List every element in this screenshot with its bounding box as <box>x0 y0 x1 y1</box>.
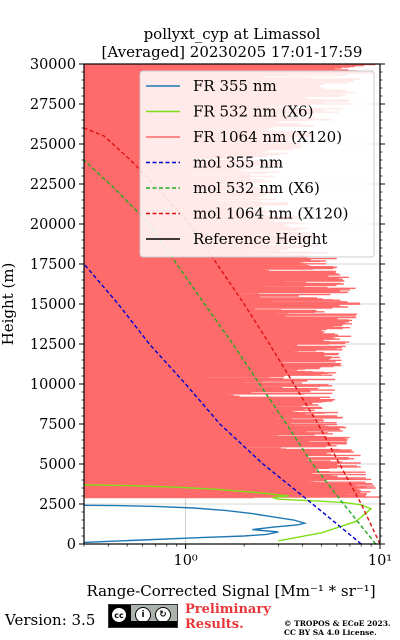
legend-box <box>139 70 375 258</box>
chart-subtitle: [Averaged] 20230205 17:01-17:59 <box>102 43 363 61</box>
x-axis-label: Range-Corrected Signal [Mm⁻¹ * sr⁻¹] <box>86 582 375 600</box>
series-line-5 <box>84 127 380 544</box>
copyright-line1: © TROPOS & ECoE 2023. <box>284 619 391 628</box>
y-tick-label: 22500 <box>30 177 76 193</box>
x-axis-ticks: 10⁰ 10¹ <box>83 544 392 569</box>
legend-label-0: FR 355 nm <box>193 77 277 95</box>
y-tick-label: 27500 <box>30 97 76 113</box>
legend: FR 355 nm FR 532 nm (X6) FR 1064 nm (X120)… <box>139 70 375 258</box>
y-tick-label: 17500 <box>30 257 76 273</box>
y-axis-ticks: 0 2500 5000 7500 10000 12500 15000 17500 20000 22… <box>30 57 385 553</box>
legend-label-2: FR 1064 nm (X120) <box>193 128 342 146</box>
y-tick-label: 2500 <box>39 497 76 513</box>
series-line-1 <box>84 484 373 542</box>
series-line-4 <box>84 159 377 544</box>
chart-title: pollyxt_cyp at Limassol <box>144 25 321 43</box>
y-axis-label: Height (m) <box>0 263 17 346</box>
y-tick-label: 12500 <box>30 337 76 353</box>
x-tick-label: 10⁰ <box>173 553 197 569</box>
copyright-note: © TROPOS & ECoE 2023. CC BY SA 4.0 Licen… <box>284 619 391 637</box>
y-tick-label: 25000 <box>30 137 76 153</box>
cc-license-badge: cc i ↻ <box>108 604 178 628</box>
y-tick-label: 5000 <box>39 457 76 473</box>
series-line-3 <box>84 263 362 544</box>
series-lines <box>84 127 380 544</box>
copyright-line2: CC BY SA 4.0 License. <box>284 628 377 637</box>
legend-label-1: FR 532 nm (X6) <box>193 103 313 121</box>
series-line-0 <box>84 504 308 544</box>
preliminary-line1: Preliminary <box>185 602 271 617</box>
legend-label-3: mol 355 nm <box>193 154 283 172</box>
y-tick-label: 7500 <box>39 417 76 433</box>
preliminary-line2: Results. <box>185 617 244 632</box>
cc-strip <box>131 621 177 627</box>
y-tick-label: 30000 <box>30 57 76 73</box>
y-tick-label: 20000 <box>30 217 76 233</box>
y-tick-label: 0 <box>67 537 76 553</box>
legend-label-5: mol 1064 nm (X120) <box>193 205 348 223</box>
version-label: Version: 3.5 <box>5 611 96 629</box>
x-tick-label: 10¹ <box>368 553 392 569</box>
y-tick-label: 15000 <box>30 297 76 313</box>
legend-label-6: Reference Height <box>193 230 327 248</box>
y-tick-label: 10000 <box>30 377 76 393</box>
preliminary-results-note: Preliminary Results. <box>185 602 271 632</box>
cc-logo-icon: cc <box>111 607 127 623</box>
legend-label-4: mol 532 nm (X6) <box>193 179 320 197</box>
